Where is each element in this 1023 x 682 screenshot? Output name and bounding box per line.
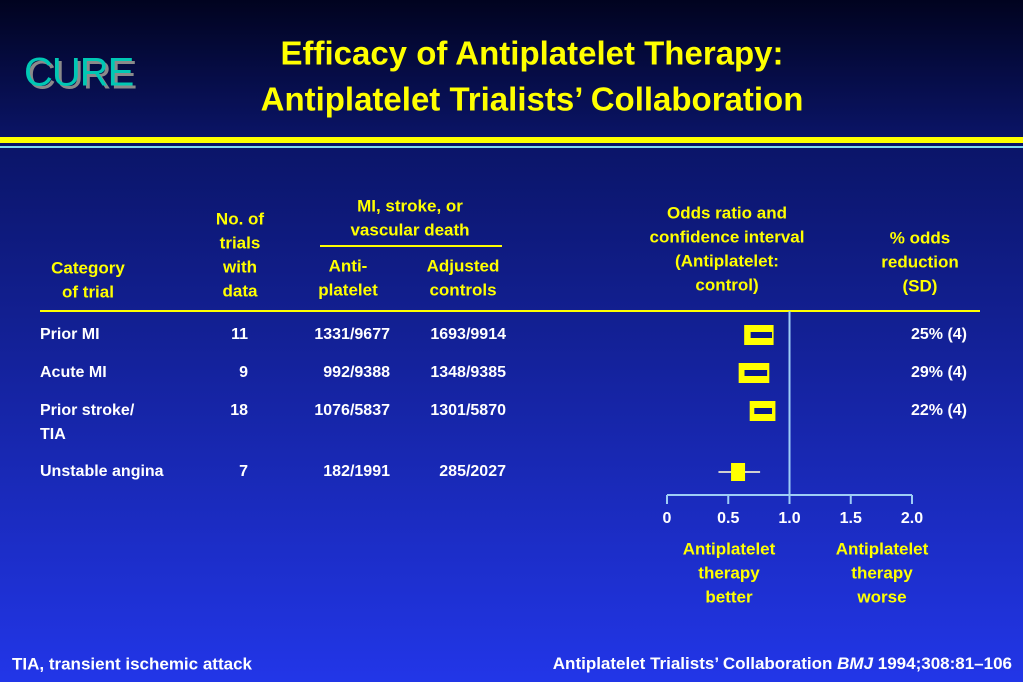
- journal: BMJ: [837, 654, 873, 673]
- trials: 9: [239, 364, 248, 381]
- title-rule-thin: [0, 146, 1023, 148]
- column-header: vascular death: [350, 220, 469, 239]
- column-header: % odds: [890, 228, 950, 247]
- trials: 18: [230, 402, 248, 419]
- odds-reduction: 22% (4): [911, 402, 967, 419]
- source: Antiplatelet Trialists’ Collaboration BM…: [553, 654, 1012, 673]
- column-header: trials: [220, 233, 261, 252]
- column-header: reduction: [881, 252, 958, 271]
- antiplatelet-events: 1076/5837: [314, 402, 390, 419]
- column-header: MI, stroke, or: [357, 196, 463, 215]
- antiplatelet-events: 182/1991: [323, 463, 390, 480]
- odds-reduction: 29% (4): [911, 364, 967, 381]
- logo-shadow: CURE: [27, 54, 136, 98]
- control-events: 1693/9914: [430, 326, 506, 343]
- title-line: Antiplatelet Trialists’ Collaboration: [261, 81, 804, 118]
- control-events: 1301/5870: [430, 402, 506, 419]
- trials: 11: [231, 326, 248, 343]
- column-header: platelet: [318, 280, 378, 299]
- annotation: therapy: [698, 563, 760, 582]
- title-line: Efficacy of Antiplatelet Therapy:: [280, 35, 783, 72]
- trials: 7: [239, 463, 248, 480]
- category: TIA: [40, 426, 66, 443]
- odds-reduction: 25% (4): [911, 326, 967, 343]
- column-header: data: [223, 281, 259, 300]
- control-events: 1348/9385: [430, 364, 506, 381]
- category: Prior MI: [40, 326, 100, 343]
- logo: CURE: [24, 51, 133, 95]
- category: Prior stroke/: [40, 402, 135, 419]
- category: Unstable angina: [40, 463, 164, 480]
- title-rule: [0, 137, 1023, 143]
- annotation: Antiplatelet: [683, 539, 776, 558]
- annotation: Antiplatelet: [836, 539, 929, 558]
- annotation: therapy: [851, 563, 913, 582]
- column-header: confidence interval: [650, 227, 805, 246]
- column-header: control): [695, 275, 758, 294]
- annotation: worse: [856, 587, 906, 606]
- column-header: Category: [51, 258, 125, 277]
- x-tick-label: 0.5: [717, 510, 739, 527]
- x-tick-label: 0: [663, 510, 672, 527]
- antiplatelet-events: 1331/9677: [314, 326, 390, 343]
- footnote: TIA, transient ischemic attack: [12, 654, 253, 673]
- x-tick-label: 2.0: [901, 510, 923, 527]
- annotation: better: [705, 587, 753, 606]
- column-header: (Antiplatelet:: [675, 251, 779, 270]
- column-header: No. of: [216, 209, 264, 228]
- citation: 1994;308:81–106: [878, 654, 1012, 673]
- column-header: controls: [429, 280, 496, 299]
- control-events: 285/2027: [439, 463, 506, 480]
- column-header: Adjusted: [427, 256, 500, 275]
- column-header: (SD): [903, 276, 938, 295]
- antiplatelet-events: 992/9388: [323, 364, 390, 381]
- x-tick-label: 1.5: [840, 510, 862, 527]
- column-header: of trial: [62, 282, 114, 301]
- source-text: Antiplatelet Trialists’ Collaboration: [553, 654, 833, 673]
- column-header: Odds ratio and: [667, 203, 787, 222]
- category: Acute MI: [40, 364, 107, 381]
- column-header: with: [222, 257, 257, 276]
- x-tick-label: 1.0: [778, 510, 800, 527]
- column-header: Anti-: [329, 256, 368, 275]
- odds-ratio-box: [731, 463, 746, 481]
